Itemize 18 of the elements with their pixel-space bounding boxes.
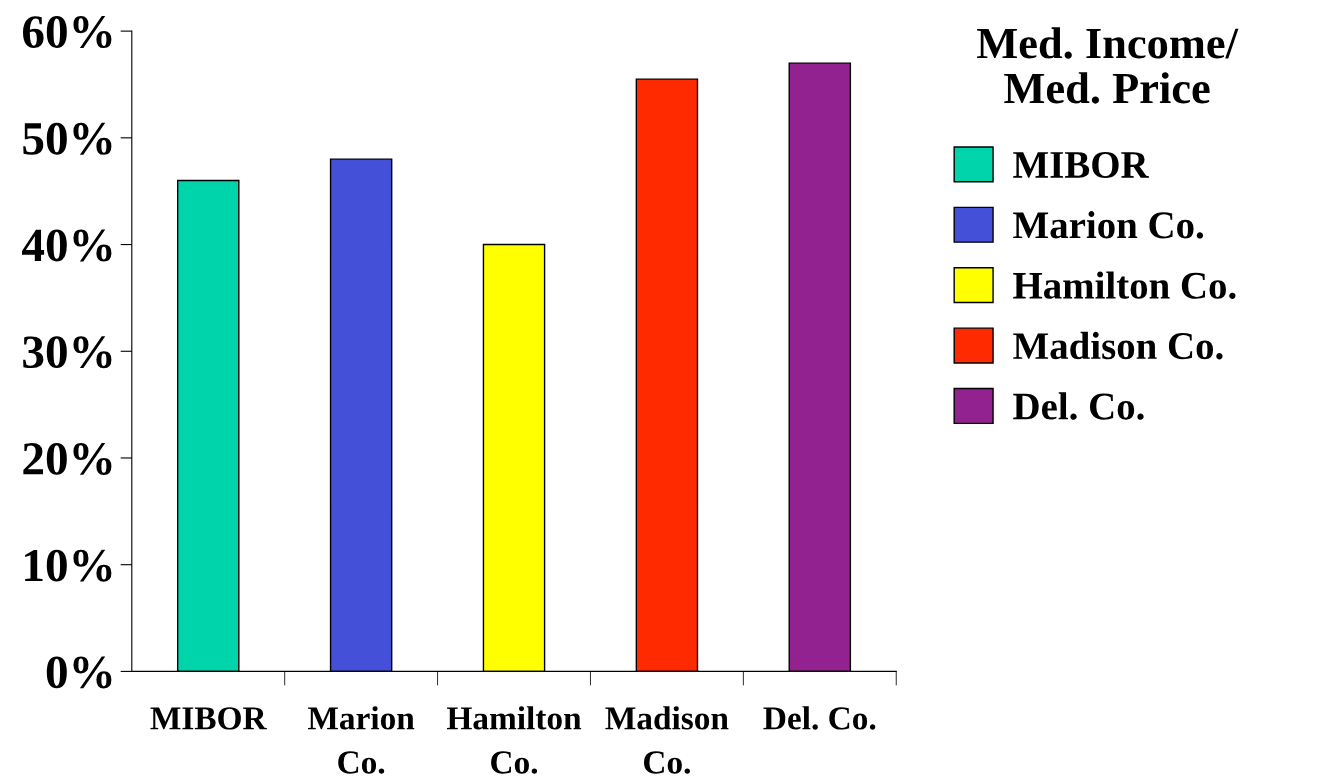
- y-tick-label: 10%: [25, 549, 112, 582]
- y-tick-label: 50%: [23, 122, 112, 155]
- legend-label: Del. Co.: [1013, 392, 1144, 420]
- y-tick-label: 60%: [23, 16, 112, 49]
- legend-label: MIBOR: [1013, 151, 1149, 179]
- y-tick-label: 40%: [22, 229, 112, 262]
- legend-label: Marion Co.: [1013, 211, 1204, 239]
- x-tick-label: Del. Co.: [763, 706, 876, 730]
- legend-label: Hamilton Co.: [1013, 271, 1236, 300]
- y-tick-label: 30%: [23, 336, 112, 369]
- x-tick-label: Marion Co.: [308, 706, 415, 774]
- text: Med. Income/ Med. Price: [977, 27, 1239, 104]
- y-tick-label: 0%: [46, 656, 112, 689]
- legend-label: Madison Co.: [1013, 331, 1223, 360]
- x-tick-label: Madison Co.: [605, 706, 729, 774]
- x-tick-label: Hamilton Co.: [447, 706, 582, 774]
- y-tick-label: 20%: [23, 442, 112, 475]
- x-tick-label: MIBOR: [150, 707, 267, 730]
